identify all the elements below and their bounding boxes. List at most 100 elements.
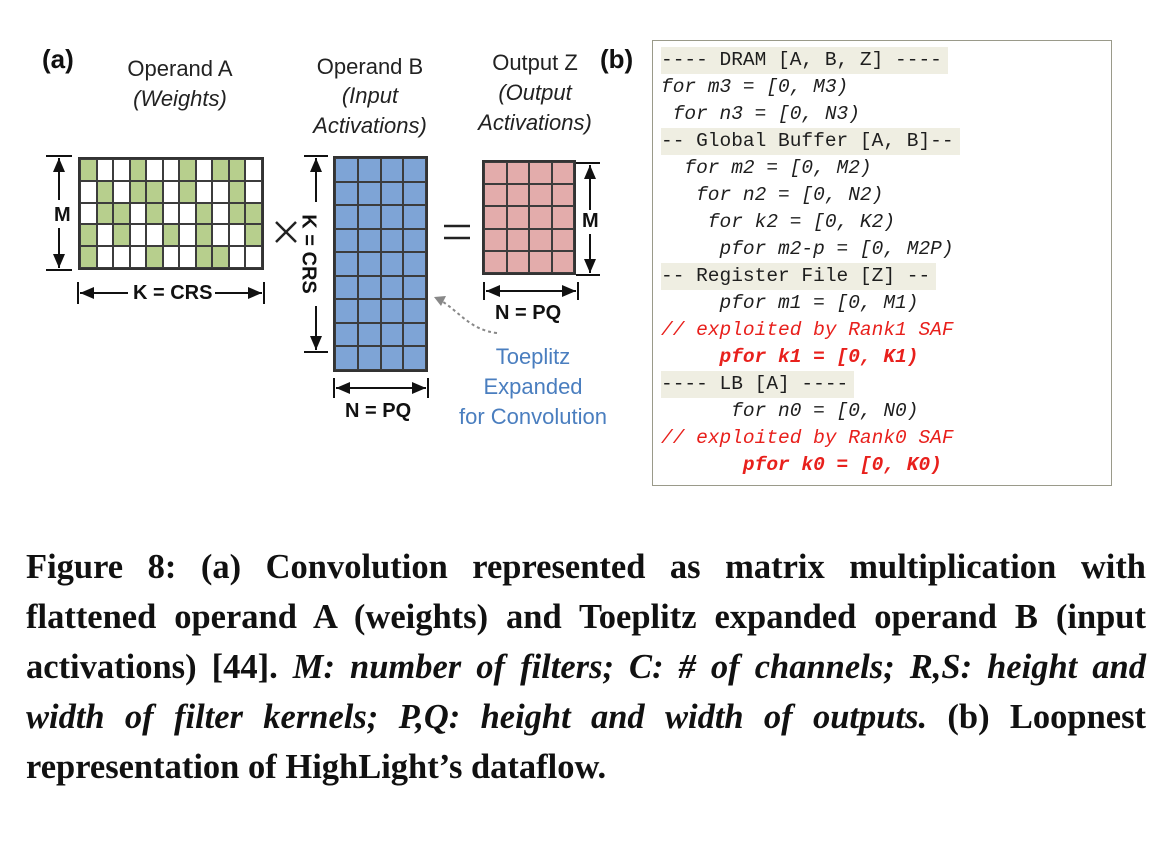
output-cell — [551, 250, 574, 273]
input-cell — [403, 181, 426, 206]
input-cell — [357, 275, 381, 300]
input-cell — [335, 275, 358, 300]
weight-cell — [129, 224, 147, 247]
input-cell — [357, 181, 381, 206]
operand-b-cols-label: N = PQ — [342, 400, 415, 422]
weight-cell — [228, 224, 246, 247]
weight-cell — [245, 180, 262, 203]
output-cell — [529, 250, 552, 273]
output-cell — [484, 250, 507, 273]
weight-cell — [195, 246, 213, 268]
output-z-rows-label: M — [579, 210, 602, 232]
weight-cell — [96, 159, 114, 181]
code-line: for n0 = [0, N0) — [661, 400, 919, 422]
weight-cell — [129, 159, 147, 181]
weight-cell — [212, 180, 229, 203]
operand-b-subtitle-2: Activations) — [313, 113, 427, 138]
input-cell — [380, 205, 404, 229]
output-activations-matrix — [482, 160, 576, 275]
weight-cell — [129, 202, 147, 225]
operand-b-subtitle-1: (Input — [341, 83, 399, 108]
weight-cell — [195, 202, 213, 225]
weight-cell — [245, 246, 262, 268]
code-line: -- Register File [Z] -- — [661, 263, 937, 290]
output-z-subtitle-2: Activations) — [478, 110, 592, 135]
input-cell — [403, 252, 426, 276]
input-cell — [380, 299, 404, 323]
input-cell — [380, 322, 404, 347]
output-cell — [484, 206, 507, 229]
weight-cell — [113, 202, 130, 225]
input-cell — [357, 205, 381, 229]
output-cell — [506, 162, 529, 185]
weight-cell — [80, 159, 97, 181]
code-line: pfor m1 = [0, M1) — [661, 292, 919, 314]
weight-cell — [228, 202, 246, 225]
output-cell — [551, 162, 574, 185]
weight-cell — [146, 202, 163, 225]
output-cell — [484, 184, 507, 207]
weight-cell — [80, 180, 97, 203]
code-line: ---- DRAM [A, B, Z] ---- — [661, 47, 948, 74]
output-cell — [484, 228, 507, 251]
code-line: // exploited by Rank1 SAF — [661, 319, 954, 341]
output-z-subtitle-1: (Output — [498, 80, 572, 105]
input-cell — [335, 228, 358, 253]
toeplitz-note-2: Expanded — [483, 374, 583, 399]
weights-matrix — [78, 157, 264, 270]
weight-cell — [80, 224, 97, 247]
output-cell — [506, 184, 529, 207]
weight-cell — [212, 224, 229, 247]
input-cell — [357, 158, 381, 182]
input-cell — [380, 158, 404, 182]
operand-b-rows-label: K = CRS — [297, 211, 320, 297]
input-cell — [380, 275, 404, 300]
weight-cell — [129, 180, 147, 203]
input-cell — [403, 228, 426, 253]
toeplitz-note-1: Toeplitz — [495, 344, 571, 369]
caption-panel-b: (b) Loopnest representation of HighLight… — [26, 698, 1147, 786]
output-cell — [506, 228, 529, 251]
input-cell — [335, 252, 358, 276]
code-line: for m2 = [0, M2) — [661, 157, 872, 179]
input-cell — [380, 252, 404, 276]
output-cell — [551, 206, 574, 229]
operand-a-rows-label: M — [51, 204, 74, 226]
weight-cell — [162, 159, 180, 181]
output-z-cols-label: N = PQ — [492, 302, 565, 324]
code-line: for k2 = [0, K2) — [661, 211, 896, 233]
weight-cell — [146, 246, 163, 268]
weight-cell — [162, 224, 180, 247]
weight-cell — [179, 202, 196, 225]
weight-cell — [179, 246, 196, 268]
weight-cell — [96, 246, 114, 268]
code-line: pfor k0 = [0, K0) — [661, 454, 942, 476]
output-cell — [506, 250, 529, 273]
input-cell — [335, 181, 358, 206]
output-cell — [551, 228, 574, 251]
weight-cell — [212, 159, 229, 181]
weight-cell — [113, 246, 130, 268]
output-cell — [529, 162, 552, 185]
weight-cell — [245, 224, 262, 247]
panel-b-tag: (b) — [600, 44, 634, 74]
weight-cell — [146, 224, 163, 247]
input-cell — [380, 346, 404, 370]
input-cell — [403, 275, 426, 300]
weight-cell — [129, 246, 147, 268]
output-cell — [529, 184, 552, 207]
weight-cell — [212, 246, 229, 268]
weight-cell — [80, 202, 97, 225]
output-cell — [484, 162, 507, 185]
loopnest-code-box: ---- DRAM [A, B, Z] ---- for m3 = [0, M3)… — [652, 40, 1112, 486]
caption-main: Figure 8: (a) Convolution represented as… — [26, 548, 1146, 686]
weight-cell — [96, 180, 114, 203]
toeplitz-note-3: for Convolution — [459, 404, 607, 429]
output-z-title: Output Z — [492, 50, 578, 75]
weight-cell — [162, 246, 180, 268]
input-cell — [380, 181, 404, 206]
weight-cell — [96, 224, 114, 247]
input-cell — [357, 322, 381, 347]
weight-cell — [179, 159, 196, 181]
operand-a-cols-label: K = CRS — [130, 282, 216, 304]
